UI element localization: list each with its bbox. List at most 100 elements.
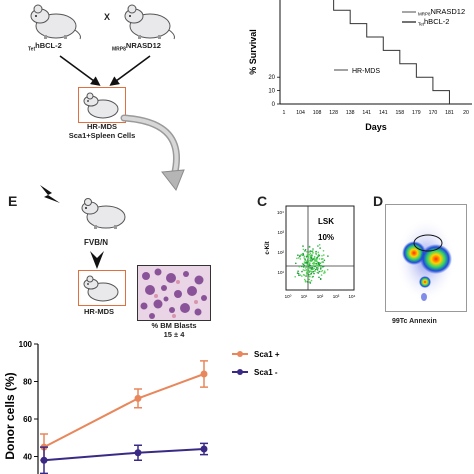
flow-event-dot bbox=[308, 263, 311, 265]
lsk-percent: 10% bbox=[318, 233, 334, 242]
hr-mds-annotation: HR-MDS bbox=[352, 68, 380, 75]
flow-event-dot bbox=[317, 245, 319, 247]
survival-xtick: 141 bbox=[362, 110, 371, 116]
flow-event-dot bbox=[303, 278, 306, 281]
flow-event-dot bbox=[311, 252, 314, 254]
flow-event-dot bbox=[308, 253, 311, 256]
flow-event-dot bbox=[315, 262, 318, 265]
flow-plot-frame bbox=[285, 205, 355, 291]
survival-ytick: 10 bbox=[268, 89, 275, 95]
flow-event-dot bbox=[307, 263, 309, 266]
survival-xtick: 104 bbox=[296, 110, 305, 116]
flow-event-dot bbox=[318, 270, 321, 273]
legend-marker-sca1-neg bbox=[237, 369, 243, 375]
flow-xtick: 10⁰ bbox=[285, 294, 292, 299]
flow-event-dot bbox=[306, 251, 308, 253]
survival-xtick: 158 bbox=[395, 110, 404, 116]
flow-cytometry-plot: LSK 10% c-Kit 10⁴ 10³ 10² 10¹ 10⁰ 10¹ 10… bbox=[265, 205, 356, 299]
flow-event-dot bbox=[322, 265, 325, 268]
flow-event-dot bbox=[313, 261, 315, 264]
flow-event-dot bbox=[303, 257, 305, 259]
flow-event-dot bbox=[320, 265, 322, 267]
flow-event-dot bbox=[320, 274, 323, 276]
flow-event-dot bbox=[307, 261, 310, 263]
survival-xtick: 179 bbox=[412, 110, 421, 116]
flow-event-dot bbox=[294, 276, 296, 278]
panel-d-letter: D bbox=[373, 193, 384, 209]
flow-event-dot bbox=[322, 261, 325, 264]
donor-series-line bbox=[43, 373, 205, 449]
mouse-icon bbox=[124, 4, 175, 40]
flow-event-dot bbox=[314, 264, 316, 267]
flow-event-dot bbox=[308, 270, 310, 273]
flow-event-dot bbox=[299, 258, 302, 260]
flow-event-dot bbox=[303, 264, 306, 267]
flow-event-dot bbox=[309, 254, 312, 257]
flow-event-dot bbox=[312, 250, 314, 252]
flow-event-dot bbox=[321, 261, 323, 263]
flow-event-dot bbox=[305, 266, 308, 268]
lsk-gate-label: LSK bbox=[318, 217, 334, 226]
flow-event-dot bbox=[318, 244, 321, 246]
flow-event-dot bbox=[307, 259, 310, 262]
flow-event-dot bbox=[297, 254, 299, 256]
flow-event-dot bbox=[299, 274, 302, 276]
hr-mds-recipient-label: HR-MDS bbox=[84, 307, 114, 316]
flow-event-dot bbox=[300, 265, 303, 268]
flow-event-dot bbox=[317, 253, 320, 256]
flow-event-dot bbox=[327, 255, 329, 257]
survival-y-label: % Survival bbox=[248, 29, 258, 75]
flow-event-dot bbox=[308, 275, 310, 278]
survival-ytick: 20 bbox=[268, 75, 275, 81]
bm-blasts-label: % BM Blasts 15 ± 4 bbox=[151, 321, 197, 339]
flow-event-dot bbox=[320, 266, 322, 269]
flow-event-dot bbox=[309, 282, 312, 284]
flow-event-dot bbox=[304, 279, 307, 282]
flow-event-dot bbox=[318, 258, 321, 260]
flow-ytick: 10¹ bbox=[277, 270, 284, 275]
survival-ytick: 0 bbox=[272, 102, 276, 108]
fvb-label: FVB/N bbox=[84, 238, 108, 247]
flow-event-dot bbox=[302, 253, 305, 256]
legend-hbcl2: TethBCL-2 bbox=[418, 17, 449, 27]
flow-event-dot bbox=[301, 253, 303, 256]
hr-mds-box-label: HR-MDS Sca1+Spleen Cells bbox=[68, 122, 136, 140]
flow-event-dot bbox=[295, 262, 297, 265]
donor-data-point bbox=[200, 445, 208, 453]
donor-data-point bbox=[200, 370, 208, 378]
flow-event-dot bbox=[318, 276, 320, 279]
flow-event-dot bbox=[315, 259, 318, 262]
flow-event-dot bbox=[320, 258, 323, 260]
flow-event-dot bbox=[301, 270, 303, 273]
flow-event-dot bbox=[308, 281, 310, 283]
survival-xtick: 141 bbox=[379, 110, 388, 116]
flow-event-dot bbox=[309, 264, 312, 267]
flow-event-dot bbox=[311, 268, 313, 270]
flow-event-dot bbox=[319, 277, 322, 280]
flow-xtick: 10² bbox=[317, 294, 324, 299]
flow-event-dot bbox=[308, 265, 310, 267]
flow-event-dot bbox=[304, 259, 307, 262]
annexin-imaging-scan bbox=[385, 204, 467, 312]
flow-event-dot bbox=[304, 262, 306, 264]
flow-event-dot bbox=[297, 270, 299, 272]
flow-event-dot bbox=[316, 264, 319, 266]
flow-event-dot bbox=[319, 268, 322, 270]
flow-event-dot bbox=[311, 254, 313, 256]
flow-event-dot bbox=[312, 248, 314, 250]
curved-arrow-icon bbox=[120, 114, 185, 191]
flow-event-dot bbox=[306, 253, 309, 256]
flow-event-dot bbox=[307, 268, 309, 270]
survival-curve bbox=[333, 0, 450, 104]
flow-event-dot bbox=[317, 251, 320, 254]
flow-event-dot bbox=[304, 258, 306, 260]
flow-event-dot bbox=[313, 272, 315, 275]
flow-event-dot bbox=[311, 271, 314, 273]
flow-ytick: 10⁴ bbox=[277, 210, 284, 215]
flow-event-dot bbox=[320, 270, 322, 273]
flow-event-dot bbox=[304, 281, 307, 283]
flow-event-dot bbox=[317, 255, 319, 257]
flow-event-dot bbox=[309, 252, 312, 255]
flow-event-dot bbox=[321, 255, 323, 257]
lightning-bolt-icon bbox=[40, 185, 60, 203]
